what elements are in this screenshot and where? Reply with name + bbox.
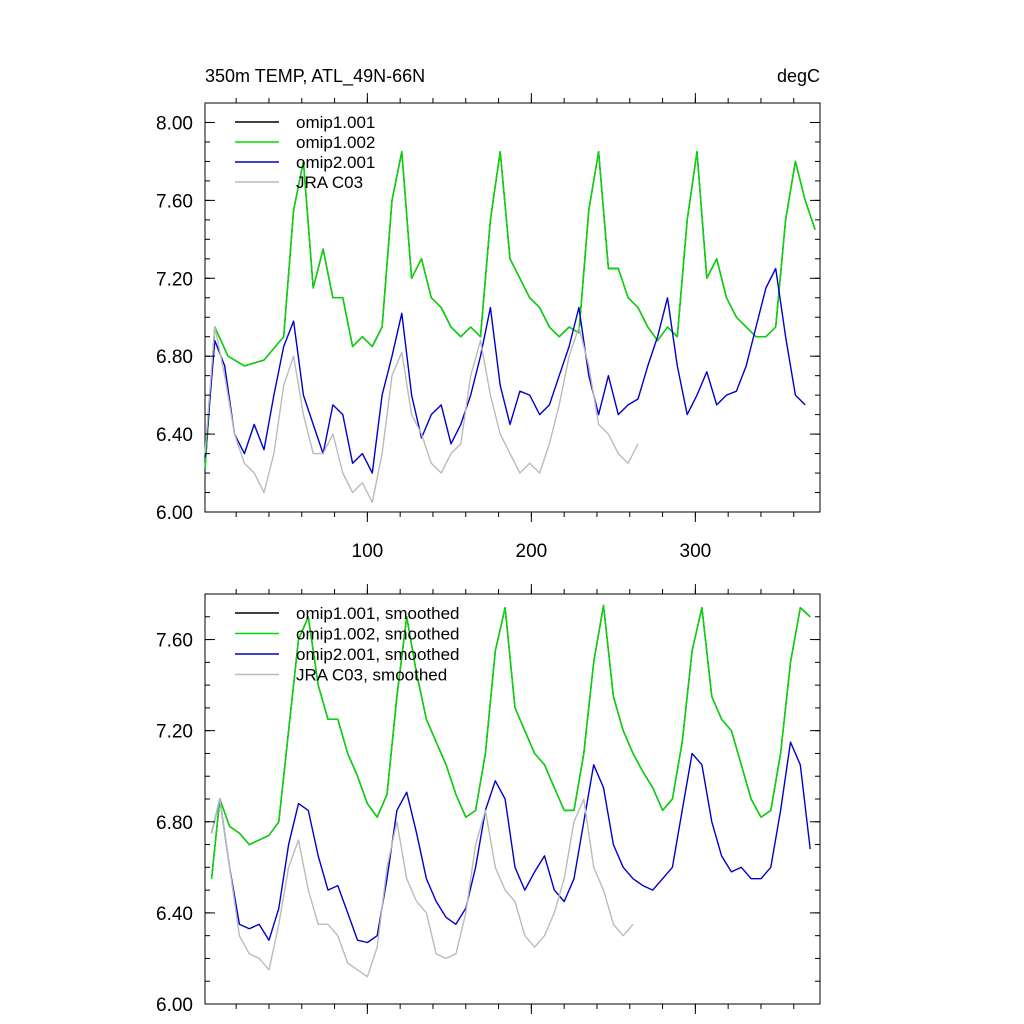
top-chart-title: 350m TEMP, ATL_49N-66N [205, 66, 425, 87]
y-tick-label: 6.80 [156, 813, 193, 834]
top-chart-units: degC [777, 66, 820, 86]
top-panel: 350m TEMP, ATL_49N-66N degC omip1.001omi… [156, 66, 821, 562]
y-tick-label: 6.40 [156, 425, 193, 446]
series-line-omip1-002-smoothed [210, 604, 811, 879]
series-line-omip2-001 [204, 267, 806, 474]
top-axes: 6.00 6.40 6.80 7.20 7.60 8.00 100 200 300 [156, 93, 820, 562]
y-tick-label: 7.60 [156, 631, 193, 652]
y-tick-label: 8.00 [156, 113, 193, 134]
bottom-series-layer [210, 604, 811, 978]
y-tick-label: 6.00 [156, 503, 193, 524]
top-series-layer [204, 150, 816, 503]
legend-label: JRA C03 [296, 173, 363, 192]
top-plot-frame [204, 102, 821, 513]
y-tick-label: 7.20 [156, 722, 193, 743]
y-tick-label: 7.60 [156, 191, 193, 212]
y-tick-label: 6.00 [156, 995, 193, 1016]
series-line-omip2-001-smoothed [210, 741, 811, 944]
legend-label: omip1.002 [296, 133, 375, 152]
legend-label: omip2.001, smoothed [296, 645, 460, 664]
series-line-jra-c03 [204, 326, 639, 503]
legend-label: omip1.001 [296, 113, 375, 132]
legend-label: JRA C03, smoothed [296, 666, 447, 685]
y-tick-label: 7.20 [156, 269, 193, 290]
legend-label: omip1.002, smoothed [296, 625, 460, 644]
series-line-omip1-001 [204, 150, 816, 470]
x-tick-label: 300 [680, 541, 712, 562]
y-tick-label: 6.80 [156, 347, 193, 368]
bottom-axes: 6.00 6.40 6.80 7.20 7.60 [156, 584, 820, 1016]
bottom-panel: omip1.001, smoothed omip1.002, smoothedom… [156, 584, 821, 1016]
x-tick-label: 100 [352, 541, 384, 562]
series-line-omip1-002 [204, 150, 816, 470]
series-line-jra-c03-smoothed [210, 798, 634, 978]
y-tick-label: 6.40 [156, 904, 193, 925]
legend-label: omip2.001 [296, 153, 375, 172]
legend-label: omip1.001, smoothed [296, 604, 460, 623]
bottom-legend: omip1.001, smoothed omip1.002, smoothedom… [235, 604, 460, 685]
x-tick-label: 200 [516, 541, 548, 562]
